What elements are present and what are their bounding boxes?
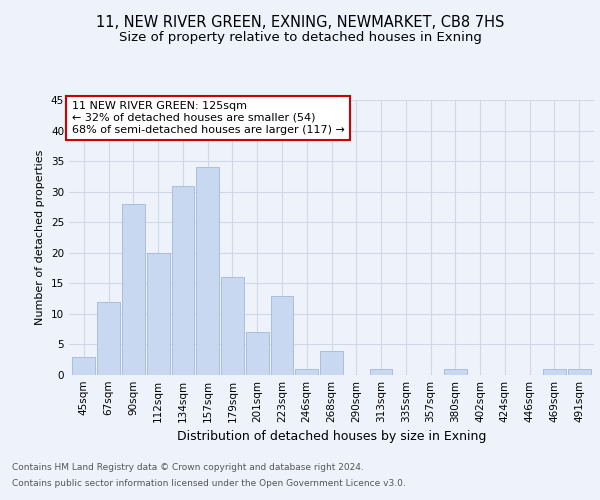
Bar (97, 302, 120, 375)
Bar (147, 253, 170, 375)
X-axis label: Distribution of detached houses by size in Exning: Distribution of detached houses by size … (177, 430, 486, 444)
Bar (73, 356, 95, 375)
Bar (543, 369, 566, 375)
Bar (320, 350, 343, 375)
Y-axis label: Number of detached properties: Number of detached properties (35, 150, 46, 325)
Text: 11 NEW RIVER GREEN: 125sqm
← 32% of detached houses are smaller (54)
68% of semi: 11 NEW RIVER GREEN: 125sqm ← 32% of deta… (71, 102, 344, 134)
Bar (196, 167, 219, 375)
Text: Contains public sector information licensed under the Open Government Licence v3: Contains public sector information licen… (12, 478, 406, 488)
Text: Size of property relative to detached houses in Exning: Size of property relative to detached ho… (119, 31, 481, 44)
Bar (246, 332, 269, 375)
Bar (568, 369, 590, 375)
Bar (271, 296, 293, 375)
Bar (444, 369, 467, 375)
Bar (221, 277, 244, 375)
Bar (172, 186, 194, 375)
Text: 11, NEW RIVER GREEN, EXNING, NEWMARKET, CB8 7HS: 11, NEW RIVER GREEN, EXNING, NEWMARKET, … (96, 15, 504, 30)
Bar (295, 369, 318, 375)
Bar (122, 204, 145, 375)
Text: Contains HM Land Registry data © Crown copyright and database right 2024.: Contains HM Land Registry data © Crown c… (12, 464, 364, 472)
Bar (370, 369, 392, 375)
